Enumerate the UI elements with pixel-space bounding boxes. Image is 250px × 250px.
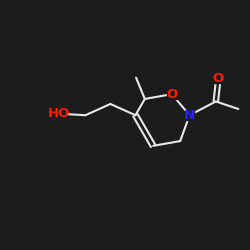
Bar xyxy=(213,74,223,83)
Text: O: O xyxy=(213,72,224,86)
Text: N: N xyxy=(184,109,195,122)
Text: HO: HO xyxy=(48,108,70,120)
Bar xyxy=(185,111,194,120)
Bar xyxy=(50,109,66,119)
Text: O: O xyxy=(166,88,177,101)
Bar xyxy=(167,90,177,98)
